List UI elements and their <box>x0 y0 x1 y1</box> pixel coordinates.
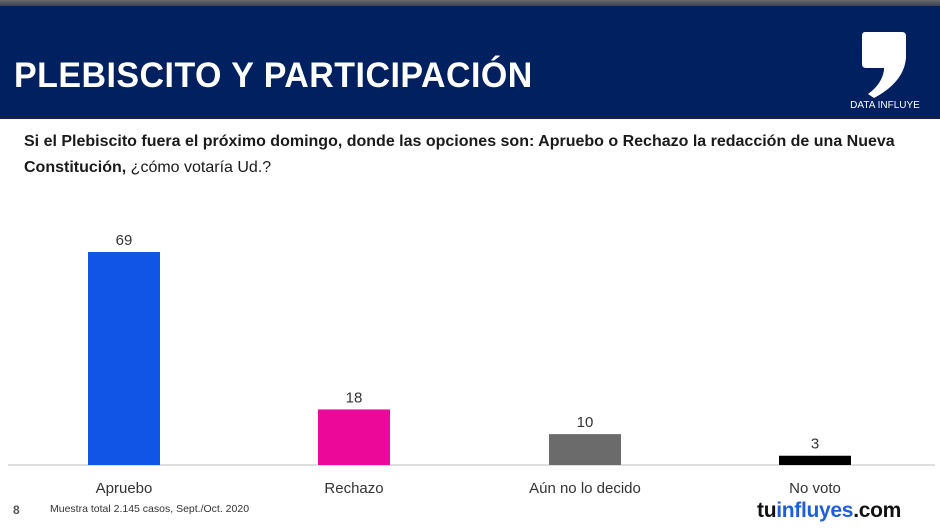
data-label: 3 <box>811 436 819 453</box>
question-normal: ¿cómo votaría Ud.? <box>126 159 272 176</box>
brand-part-2: influyes <box>776 499 854 522</box>
category-label: No voto <box>789 480 841 497</box>
header-divider <box>0 116 940 119</box>
data-influye-logo: DATA INFLUYE <box>840 28 930 116</box>
comma-logo-icon <box>862 32 906 98</box>
brand-link[interactable]: tuinfluyes.com <box>757 499 901 523</box>
top-strip <box>0 0 940 6</box>
brand-part-1: tu <box>757 499 777 522</box>
header-banner: PLEBISCITO Y PARTICIPACIÓN <box>0 6 940 118</box>
bar-a-n-no-lo-decido <box>549 434 621 465</box>
brand-part-3: .com <box>853 499 902 522</box>
bar-rechazo <box>318 409 390 465</box>
logo-label: DATA INFLUYE <box>850 100 920 111</box>
category-label: Rechazo <box>324 480 383 497</box>
page-title: PLEBISCITO Y PARTICIPACIÓN <box>14 56 533 95</box>
bar-chart: 69 Apruebo 18 Rechazo 10 Aún no lo decido 3 No … <box>8 232 935 497</box>
survey-question: Si el Plebiscito fuera el próximo doming… <box>24 129 924 181</box>
data-label: 69 <box>116 232 133 249</box>
data-label: 10 <box>577 414 594 431</box>
bar-no-voto <box>779 455 851 465</box>
question-bold: Si el Plebiscito fuera el próximo doming… <box>24 133 895 176</box>
category-label: Apruebo <box>96 480 153 497</box>
page-number: 8 <box>13 503 20 517</box>
data-label: 18 <box>346 389 363 406</box>
sample-note: Muestra total 2.145 casos, Sept./Oct. 20… <box>50 503 250 515</box>
bar-apruebo <box>88 252 160 465</box>
category-label: Aún no lo decido <box>529 480 641 497</box>
